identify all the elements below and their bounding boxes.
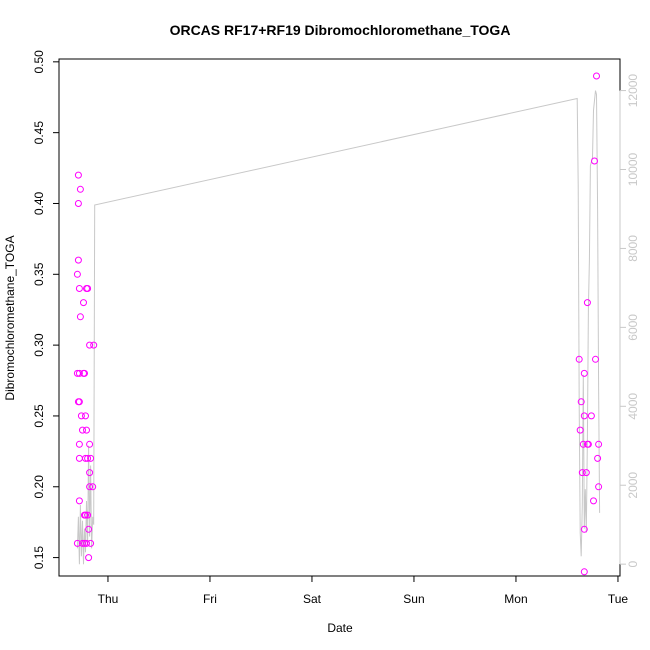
data-point: [83, 426, 90, 434]
secondary-y-axis: 0 2000 4000 6000 8000 10000 12000: [619, 74, 640, 568]
y-tick-label: 0.30: [32, 333, 46, 357]
y-tick-label: 0.40: [32, 191, 46, 215]
data-point: [582, 469, 590, 477]
y-tick-label: 0.25: [32, 404, 46, 428]
data-point: [86, 341, 94, 349]
data-point: [86, 483, 94, 491]
data-point: [592, 355, 599, 363]
data-point: [579, 440, 587, 448]
data-point: [580, 525, 588, 533]
x-tick-label: Sat: [303, 592, 322, 606]
data-point: [584, 440, 592, 448]
y2-tick-label: 0: [626, 561, 640, 568]
data-point: [578, 469, 586, 477]
data-point: [83, 539, 90, 547]
data-point: [587, 412, 595, 420]
data-point: [73, 270, 81, 278]
data-point: [576, 426, 584, 434]
data-point: [595, 483, 603, 491]
data-point: [84, 511, 92, 519]
data-point: [580, 568, 588, 576]
x-tick-label: Thu: [98, 592, 119, 606]
data-point: [74, 398, 82, 406]
data-point: [90, 341, 98, 349]
data-point: [80, 299, 87, 307]
data-point: [86, 440, 94, 448]
x-tick-label: Sun: [403, 592, 424, 606]
data-point: [590, 497, 597, 505]
data-point: [577, 398, 585, 406]
data-point: [79, 539, 86, 547]
data-point: [82, 511, 89, 519]
data-point: [75, 497, 83, 505]
data-point: [75, 285, 83, 292]
y2-tick-label: 2000: [626, 472, 640, 499]
data-point: [593, 72, 600, 80]
data-point: [85, 554, 93, 562]
chart-title: ORCAS RF17+RF19 Dibromochloromethane_TOG…: [170, 22, 511, 38]
data-point: [74, 256, 82, 264]
series-points: [73, 72, 603, 576]
data-point: [591, 157, 598, 165]
y2-tick-label: 6000: [626, 314, 640, 341]
y-axis-label: Dibromochloromethane_TOGA: [3, 235, 17, 400]
y-tick-label: 0.20: [32, 475, 46, 499]
data-point: [583, 299, 591, 307]
data-point: [73, 539, 81, 547]
data-point: [81, 369, 88, 377]
y2-tick-label: 12000: [626, 74, 640, 108]
data-point: [87, 539, 95, 547]
data-point: [76, 185, 84, 193]
y2-tick-label: 8000: [626, 235, 640, 262]
x-tick-label: Tue: [608, 592, 629, 606]
y-tick-label: 0.45: [32, 121, 46, 145]
data-point: [74, 200, 82, 207]
series-line: [76, 90, 601, 565]
x-axis-label: Date: [327, 621, 353, 635]
data-point: [594, 454, 602, 462]
data-point: [89, 483, 97, 491]
data-point: [82, 454, 89, 462]
x-tick-label: Mon: [504, 592, 527, 606]
series-line-path: [76, 90, 601, 565]
data-point: [85, 525, 93, 533]
data-point: [575, 355, 583, 363]
y-tick-label: 0.15: [32, 546, 46, 570]
data-point: [580, 412, 588, 420]
data-point: [75, 440, 83, 448]
data-point: [595, 440, 603, 448]
data-point: [87, 454, 95, 462]
data-point: [86, 469, 94, 477]
data-point: [84, 285, 92, 292]
data-point: [74, 171, 82, 179]
x-axis: Thu Fri Sat Sun Mon Tue: [98, 575, 629, 606]
x-tick-label: Fri: [203, 592, 217, 606]
y-axis: 0.15 0.20 0.25 0.30 0.35 0.40 0.45 0.50: [32, 50, 60, 570]
data-point: [77, 412, 85, 420]
data-point: [580, 369, 588, 377]
data-point: [79, 426, 86, 434]
y-tick-label: 0.35: [32, 262, 46, 286]
y2-tick-label: 4000: [626, 393, 640, 420]
data-point: [75, 454, 83, 462]
data-point: [84, 454, 92, 462]
plot-frame: [58, 58, 621, 577]
y-tick-label: 0.50: [32, 50, 46, 74]
y2-tick-label: 10000: [626, 152, 640, 186]
data-point: [82, 412, 89, 420]
data-point: [76, 313, 84, 321]
data-point: [75, 369, 83, 377]
